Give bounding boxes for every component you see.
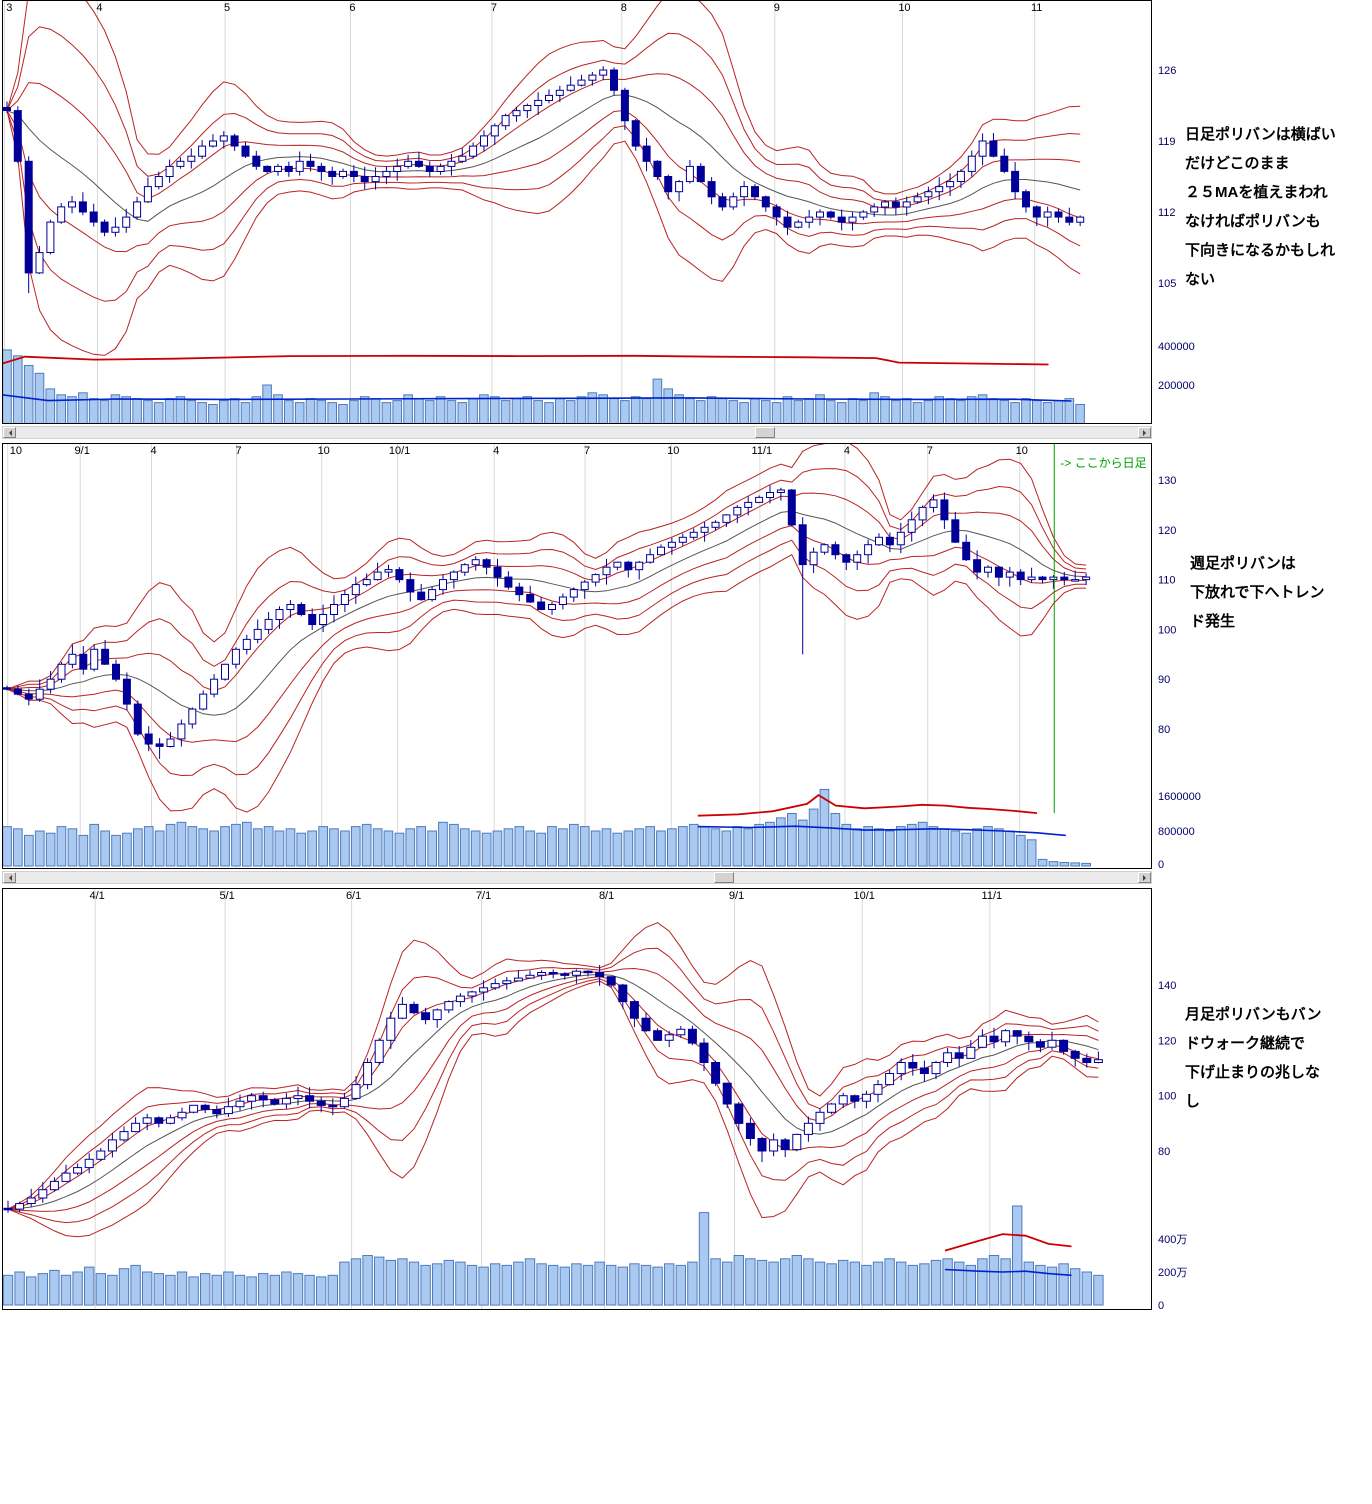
svg-text:11/1: 11/1 — [752, 445, 773, 457]
svg-text:126: 126 — [1158, 65, 1176, 77]
scroll-left-arrow-icon[interactable] — [3, 872, 16, 883]
svg-text:6: 6 — [349, 2, 355, 14]
svg-text:4: 4 — [96, 2, 102, 14]
daily-panel: 3 4 5 6 7 8 9 10 11 126 119 112 105 400000 200000 — [0, 0, 1372, 443]
svg-text:3: 3 — [6, 2, 12, 14]
daily-chart: 3 4 5 6 7 8 9 10 11 126 119 112 105 400000 200000 — [0, 0, 1372, 425]
svg-text:11/1: 11/1 — [982, 890, 1003, 902]
svg-text:10/1: 10/1 — [853, 890, 874, 902]
monthly-annotation: 月足ポリバンもバン ドウォーク継続で 下げ止まりの兆しな し — [1185, 1006, 1322, 1110]
svg-text:100: 100 — [1158, 624, 1176, 636]
svg-text:7/1: 7/1 — [476, 890, 491, 902]
svg-text:11: 11 — [1031, 2, 1042, 14]
svg-text:4: 4 — [493, 445, 499, 457]
scroll-left-arrow-icon[interactable] — [3, 427, 16, 438]
svg-text:80: 80 — [1158, 1146, 1170, 1158]
daily-annotation: 日足ポリバンは横ばい だけどこのまま ２５MAを植えまわれ なければポリバンも … — [1185, 126, 1336, 288]
svg-text:7: 7 — [584, 445, 590, 457]
svg-text:7: 7 — [236, 445, 242, 457]
svg-text:140: 140 — [1158, 980, 1176, 992]
weekly-panel: -> ここから日足 10 9/1 4 7 10 10/1 4 7 10 11/1 4 7 10 130 120… — [0, 443, 1372, 888]
weekly-annotation: 週足ポリバンは 下放れで下へトレン ド発生 — [1190, 555, 1325, 630]
weekly-horizontal-scrollbar[interactable] — [2, 871, 1152, 884]
svg-text:8: 8 — [621, 2, 627, 14]
weekly-chart: -> ここから日足 10 9/1 4 7 10 10/1 4 7 10 11/1 4 7 10 130 120… — [0, 443, 1372, 870]
svg-text:112: 112 — [1158, 207, 1176, 219]
svg-text:100: 100 — [1158, 1091, 1176, 1103]
svg-text:400万: 400万 — [1158, 1234, 1187, 1246]
svg-text:200000: 200000 — [1158, 380, 1195, 392]
svg-text:7: 7 — [491, 2, 497, 14]
svg-text:120: 120 — [1158, 1035, 1176, 1047]
svg-text:1600000: 1600000 — [1158, 791, 1201, 803]
svg-text:5: 5 — [224, 2, 230, 14]
svg-text:200万: 200万 — [1158, 1267, 1187, 1279]
daily-horizontal-scrollbar[interactable] — [2, 426, 1152, 439]
svg-text:6/1: 6/1 — [346, 890, 361, 902]
svg-text:130: 130 — [1158, 475, 1176, 487]
svg-text:119: 119 — [1158, 136, 1176, 148]
svg-text:10: 10 — [898, 2, 910, 14]
svg-text:10: 10 — [1016, 445, 1028, 457]
svg-text:9/1: 9/1 — [75, 445, 90, 457]
svg-text:4: 4 — [844, 445, 850, 457]
svg-text:8/1: 8/1 — [599, 890, 614, 902]
svg-text:4/1: 4/1 — [90, 890, 105, 902]
svg-text:110: 110 — [1158, 575, 1176, 587]
svg-text:0: 0 — [1158, 859, 1164, 870]
svg-text:80: 80 — [1158, 724, 1170, 736]
scroll-right-arrow-icon[interactable] — [1138, 872, 1151, 883]
svg-text:9: 9 — [774, 2, 780, 14]
svg-text:105: 105 — [1158, 278, 1176, 290]
svg-text:10/1: 10/1 — [389, 445, 410, 457]
svg-text:800000: 800000 — [1158, 826, 1195, 838]
svg-text:10: 10 — [667, 445, 679, 457]
svg-text:0: 0 — [1158, 1300, 1164, 1312]
svg-text:-> ここから日足: -> ここから日足 — [1060, 456, 1146, 470]
svg-text:5/1: 5/1 — [219, 890, 234, 902]
svg-text:90: 90 — [1158, 674, 1170, 686]
monthly-chart: 4/1 5/1 6/1 7/1 8/1 9/1 10/1 11/1 140 120 100 80 400… — [0, 888, 1372, 1312]
svg-text:10: 10 — [10, 445, 22, 457]
svg-text:7: 7 — [927, 445, 933, 457]
svg-text:4: 4 — [150, 445, 156, 457]
svg-text:400000: 400000 — [1158, 341, 1195, 353]
weekly-scrollbar-thumb[interactable] — [714, 872, 735, 883]
scroll-right-arrow-icon[interactable] — [1138, 427, 1151, 438]
monthly-panel: 4/1 5/1 6/1 7/1 8/1 9/1 10/1 11/1 140 120 100 80 400… — [0, 888, 1372, 1318]
daily-scrollbar-thumb[interactable] — [755, 427, 775, 438]
svg-text:120: 120 — [1158, 525, 1176, 537]
svg-text:10: 10 — [318, 445, 330, 457]
svg-text:9/1: 9/1 — [729, 890, 744, 902]
